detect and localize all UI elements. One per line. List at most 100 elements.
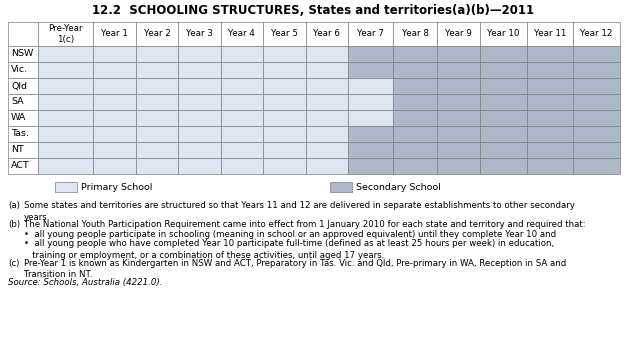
Text: Primary School: Primary School	[81, 183, 152, 192]
Text: Year 12: Year 12	[580, 29, 613, 39]
Bar	[573, 142, 620, 158]
Bar	[221, 110, 263, 126]
Text: Secondary School: Secondary School	[356, 183, 441, 192]
Bar	[573, 94, 620, 110]
Text: Year 5: Year 5	[271, 29, 298, 39]
Bar	[38, 46, 93, 62]
Bar	[263, 126, 305, 142]
Bar	[305, 158, 348, 174]
Bar	[263, 158, 305, 174]
Bar	[38, 22, 93, 46]
Bar	[263, 22, 305, 46]
Bar	[573, 62, 620, 78]
Bar	[438, 110, 480, 126]
Bar	[526, 110, 573, 126]
Bar	[330, 182, 352, 192]
Bar	[348, 158, 393, 174]
Bar	[221, 46, 263, 62]
Bar	[263, 46, 305, 62]
Text: Vic.: Vic.	[11, 66, 28, 74]
Text: ACT: ACT	[11, 161, 30, 170]
Bar	[438, 158, 480, 174]
Bar	[393, 142, 438, 158]
Bar	[55, 182, 77, 192]
Bar	[93, 46, 136, 62]
Bar	[480, 78, 526, 94]
Bar	[393, 22, 438, 46]
Bar	[136, 110, 178, 126]
Bar	[348, 22, 393, 46]
Text: Year 1: Year 1	[101, 29, 128, 39]
Text: Year 2: Year 2	[143, 29, 170, 39]
Bar	[221, 22, 263, 46]
Bar	[438, 22, 480, 46]
Bar	[393, 94, 438, 110]
Bar	[136, 62, 178, 78]
Bar	[178, 126, 221, 142]
Text: Year 7: Year 7	[357, 29, 384, 39]
Bar	[38, 126, 93, 142]
Bar	[393, 158, 438, 174]
Bar	[526, 126, 573, 142]
Bar	[526, 78, 573, 94]
Bar	[136, 78, 178, 94]
Text: Year 8: Year 8	[401, 29, 429, 39]
Bar	[573, 78, 620, 94]
Bar	[348, 110, 393, 126]
Text: (b): (b)	[8, 220, 20, 229]
Bar	[480, 126, 526, 142]
Bar	[178, 110, 221, 126]
Bar	[393, 126, 438, 142]
Bar	[393, 78, 438, 94]
Text: Qld: Qld	[11, 82, 27, 91]
Bar	[526, 142, 573, 158]
Text: Pre-Year
1(c): Pre-Year 1(c)	[48, 24, 83, 44]
Bar	[526, 62, 573, 78]
Bar	[348, 46, 393, 62]
Bar	[93, 22, 136, 46]
Bar	[573, 22, 620, 46]
Bar	[348, 94, 393, 110]
Bar	[438, 142, 480, 158]
Bar	[305, 94, 348, 110]
Text: Year 10: Year 10	[487, 29, 520, 39]
Bar	[263, 110, 305, 126]
Bar	[8, 158, 38, 174]
Bar	[480, 94, 526, 110]
Bar	[178, 158, 221, 174]
Bar	[178, 142, 221, 158]
Text: Year 6: Year 6	[314, 29, 341, 39]
Text: The National Youth Participation Requirement came into effect from 1 January 201: The National Youth Participation Require…	[24, 220, 586, 229]
Text: (c): (c)	[8, 259, 19, 268]
Bar	[178, 22, 221, 46]
Bar	[480, 22, 526, 46]
Bar	[221, 142, 263, 158]
Bar	[136, 142, 178, 158]
Bar	[38, 110, 93, 126]
Bar	[38, 142, 93, 158]
Bar	[93, 62, 136, 78]
Bar	[438, 46, 480, 62]
Bar	[480, 46, 526, 62]
Bar	[8, 22, 38, 46]
Bar	[263, 94, 305, 110]
Bar	[526, 46, 573, 62]
Bar	[305, 62, 348, 78]
Bar	[480, 142, 526, 158]
Text: Some states and territories are structured so that Years 11 and 12 are delivered: Some states and territories are structur…	[24, 201, 575, 222]
Bar	[93, 158, 136, 174]
Text: WA: WA	[11, 113, 26, 122]
Text: Year 4: Year 4	[228, 29, 255, 39]
Bar	[8, 46, 38, 62]
Bar	[263, 62, 305, 78]
Text: Year 9: Year 9	[445, 29, 472, 39]
Bar	[8, 78, 38, 94]
Bar	[393, 62, 438, 78]
Bar	[480, 158, 526, 174]
Bar	[348, 142, 393, 158]
Bar	[221, 126, 263, 142]
Bar	[393, 46, 438, 62]
Bar	[93, 126, 136, 142]
Bar	[305, 22, 348, 46]
Bar	[8, 110, 38, 126]
